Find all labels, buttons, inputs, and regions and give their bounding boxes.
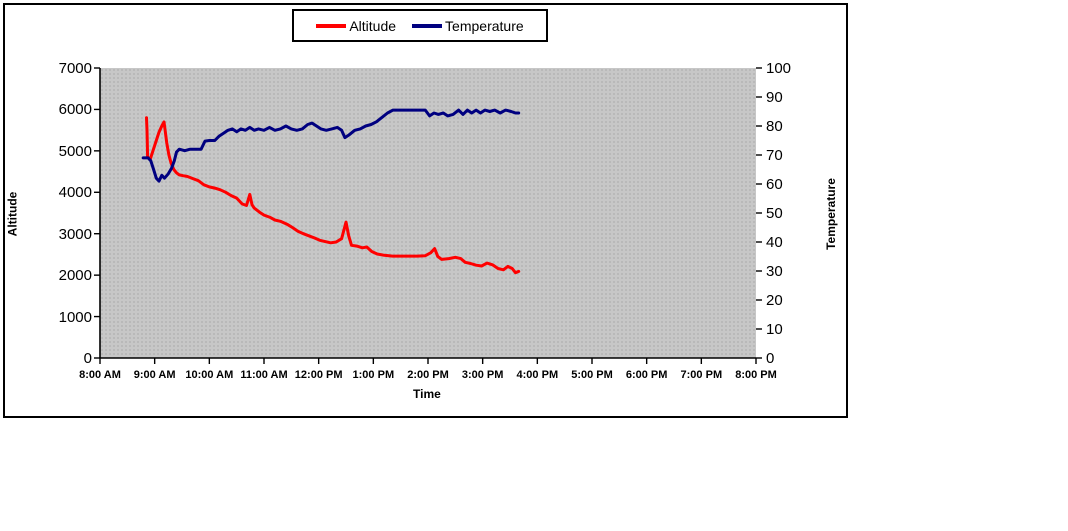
y-right-tick-label: 70	[766, 147, 783, 164]
y-right-tick-label: 100	[766, 60, 792, 77]
x-tick-label: 9:00 AM	[133, 369, 176, 381]
altitude-legend-swatch	[316, 23, 347, 28]
y-left-tick-label: 2000	[58, 267, 92, 285]
x-tick-label: 12:00 PM	[294, 369, 343, 381]
y-right-tick-label: 60	[766, 176, 783, 193]
legend-entry-temperature[interactable]: Temperature	[412, 19, 524, 33]
y-right-tick-label: 20	[766, 292, 783, 309]
y-right-tick-label: 30	[766, 263, 783, 280]
y-right-tick-label: 40	[766, 234, 783, 251]
x-tick-label: 2:00 PM	[407, 369, 449, 381]
y-left-tick-label: 4000	[58, 184, 92, 202]
y-right-tick-label: 90	[766, 89, 783, 106]
x-tick-label: 7:00 PM	[680, 369, 723, 381]
x-tick-label: 11:00 AM	[240, 369, 288, 381]
x-tick-label: 5:00 PM	[571, 369, 613, 381]
altitude-series-line[interactable]	[145, 116, 521, 275]
temperature-legend-label: Temperature	[445, 17, 524, 34]
y-right-axis-title: Temperature	[823, 178, 838, 250]
x-tick-label: 4:00 PM	[516, 369, 559, 381]
y-left-tick-label: 5000	[58, 142, 92, 160]
chart-area[interactable]: Altitude Temperature Altitude Temperatur…	[3, 3, 848, 418]
x-tick-label: 10:00 AM	[185, 369, 234, 381]
x-tick-label: 1:00 PM	[352, 369, 395, 381]
x-tick-label: 3:00 PM	[461, 369, 504, 381]
y-left-tick-label: 1000	[58, 308, 92, 326]
x-tick-label: 8:00 PM	[735, 369, 777, 381]
legend-entry-altitude[interactable]: Altitude	[316, 19, 396, 33]
x-axis-title: Time	[413, 387, 441, 401]
y-left-axis-title: Altitude	[5, 191, 20, 237]
y-right-tick-label: 50	[766, 205, 783, 222]
x-tick-label: 8:00 AM	[79, 369, 121, 381]
legend[interactable]: Altitude Temperature	[292, 9, 548, 42]
y-right-tick-label: 10	[766, 321, 783, 338]
y-right-tick-label: 80	[766, 118, 783, 135]
altitude-legend-label: Altitude	[349, 17, 397, 34]
y-left-tick-label: 0	[83, 350, 92, 367]
x-tick-label: 6:00 PM	[625, 369, 668, 381]
y-left-tick-label: 3000	[58, 225, 92, 243]
y-left-tick-label: 6000	[58, 101, 92, 119]
y-right-tick-label: 0	[766, 350, 775, 367]
temperature-legend-swatch	[412, 23, 443, 28]
plot-area[interactable]	[100, 68, 756, 358]
series-canvas	[94, 67, 762, 364]
temperature-series-line[interactable]	[141, 108, 521, 183]
y-left-tick-label: 7000	[58, 60, 92, 77]
